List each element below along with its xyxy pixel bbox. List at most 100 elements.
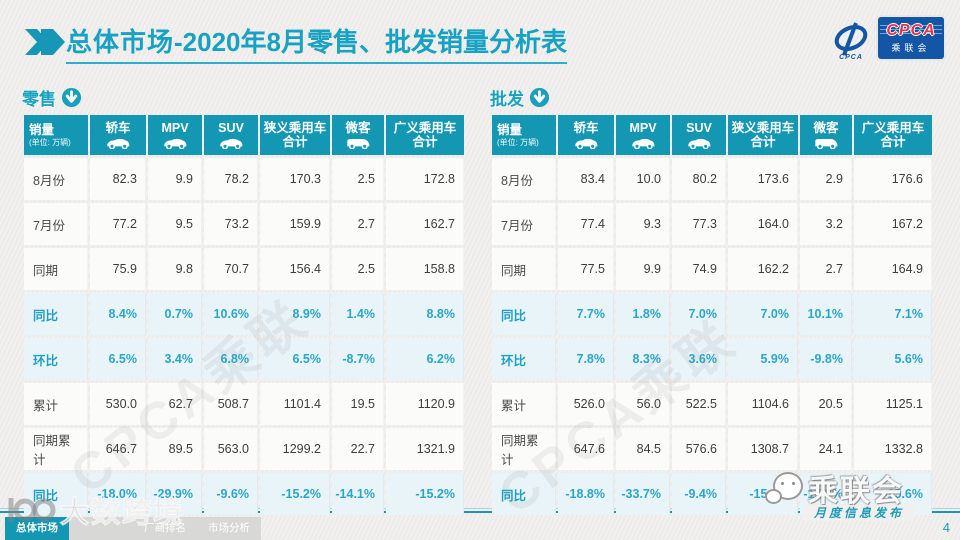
data-cell: 0.7% [148,293,202,335]
tab-obscured[interactable] [69,517,133,540]
retail-section-head: 零售 [22,84,466,111]
car-icon [688,138,711,149]
double-chevron-icon [25,29,65,55]
data-cell: 62.7 [148,383,202,425]
data-cell: 10.6% [204,293,258,335]
van-icon [347,138,370,149]
swoosh-caption: CPCA [839,54,863,61]
data-cell: 6.2% [386,338,464,380]
data-cell: 24.1 [800,428,852,470]
row-label: 8月份 [24,158,88,200]
data-cell: 5.6% [854,338,932,380]
data-cell: 6.5% [260,338,330,380]
data-cell: 2.7 [332,203,384,245]
data-cell: 6.5% [90,338,146,380]
data-cell: 2.5 [332,158,384,200]
data-cell: 167.2 [854,203,932,245]
tab-market-analysis[interactable]: 市场分析 [208,522,250,534]
data-cell: 1.8% [616,293,670,335]
col-header-microvan: 微客 [800,115,852,155]
tab-manufacturer-ranking[interactable]: 厂商排名 [144,522,186,534]
data-cell: -15.2% [386,473,464,515]
data-cell: 77.5 [558,248,614,290]
data-cell: 647.6 [558,428,614,470]
section-title-retail: 零售 [22,90,56,109]
page-title-rest: -2020年8月零售、批发销量分析表 [174,27,567,57]
wholesale-table: 销量 (单位: 万辆) 轿车 MPV SUV 狭义乘 [490,112,934,518]
data-cell: -18.0% [90,473,146,515]
col-header-broad-pv: 广义乘用车 合计 [854,115,932,155]
data-cell: 8.8% [386,293,464,335]
row-label: 同期累计 [24,428,88,470]
car-icon [107,138,130,149]
page-number: 4 [942,520,950,535]
down-arrow-badge-icon [529,87,550,108]
data-cell: 158.8 [386,248,464,290]
data-cell: 8.3% [616,338,670,380]
data-cell: -9.6% [204,473,258,515]
retail-table-body: 8月份 82.3 9.9 78.2 170.3 2.5 172.8 7月份 77.2 9.5 73.… [24,158,464,515]
data-cell: -14.1% [332,473,384,515]
data-cell: 522.5 [672,383,726,425]
table-row: 同期累计 646.7 89.5 563.0 1299.2 22.7 1321.9 [24,428,464,470]
data-cell: 20.5 [800,383,852,425]
data-cell: 1120.9 [386,383,464,425]
cpca-logo: CPCA CPCA 乘联会 [829,15,946,61]
data-cell: 3.2 [800,203,852,245]
col-header-broad-pv: 广义乘用车 合计 [386,115,464,155]
data-cell: 75.9 [90,248,146,290]
car-icon [632,138,655,149]
data-cell: 3.6% [672,338,726,380]
col-header-mpv: MPV [148,115,202,155]
data-cell: 1321.9 [386,428,464,470]
row-label: 7月份 [492,203,556,245]
tab-overall-market[interactable]: 总体市场 [5,517,69,540]
data-cell: 80.2 [672,158,726,200]
data-cell: 8.4% [90,293,146,335]
row-label: 同比 [492,473,556,515]
data-cell: 56.0 [616,383,670,425]
table-row: 8月份 83.4 10.0 80.2 173.6 2.9 176.6 [492,158,932,200]
data-cell: 77.2 [90,203,146,245]
col-header-sedan: 轿车 [558,115,614,155]
data-cell: 89.5 [148,428,202,470]
data-cell: -9.4% [672,473,726,515]
data-cell: 77.4 [558,203,614,245]
col-header-suv: SUV [672,115,726,155]
down-arrow-badge-icon [61,87,82,108]
table-row: 同期累计 647.6 84.5 576.6 1308.7 24.1 1332.8 [492,428,932,470]
logo-acronym: CPCA [886,22,936,39]
row-label: 同期 [24,248,88,290]
data-cell: 508.7 [204,383,258,425]
data-cell: 563.0 [204,428,258,470]
logo-name: 乘联会 [891,43,931,53]
data-cell: 1308.7 [728,428,798,470]
data-cell: -9.8% [800,338,852,380]
data-cell: 7.1% [854,293,932,335]
row-label: 累计 [492,383,556,425]
van-icon [815,138,838,149]
row-label: 同期 [492,248,556,290]
data-cell: 78.2 [204,158,258,200]
table-row: 同期 77.5 9.9 74.9 162.2 2.7 164.9 [492,248,932,290]
data-cell: 164.9 [854,248,932,290]
data-cell: 172.8 [386,158,464,200]
row-label: 同比 [24,473,88,515]
data-cell: 3.4% [148,338,202,380]
data-cell: 1.4% [332,293,384,335]
data-cell: 526.0 [558,383,614,425]
data-cell: 1125.1 [854,383,932,425]
data-cell: 646.7 [90,428,146,470]
col-header-microvan: 微客 [332,115,384,155]
footer-tab-bar: 总体市场 厂商排名 市场分析 [5,517,261,540]
header-row: 销量 (单位: 万辆) 轿车 MPV SUV 狭义乘 [492,115,932,155]
data-cell: 70.7 [204,248,258,290]
data-cell: -8.7% [332,338,384,380]
data-cell: 159.9 [260,203,330,245]
data-cell: 1104.6 [728,383,798,425]
data-cell: -33.7% [616,473,670,515]
data-cell: 7.7% [558,293,614,335]
data-cell: 2.7 [800,248,852,290]
retail-table: 销量 (单位: 万辆) 轿车 MPV SUV 狭义乘 [22,112,466,518]
table-row: 7月份 77.2 9.5 73.2 159.9 2.7 162.7 [24,203,464,245]
